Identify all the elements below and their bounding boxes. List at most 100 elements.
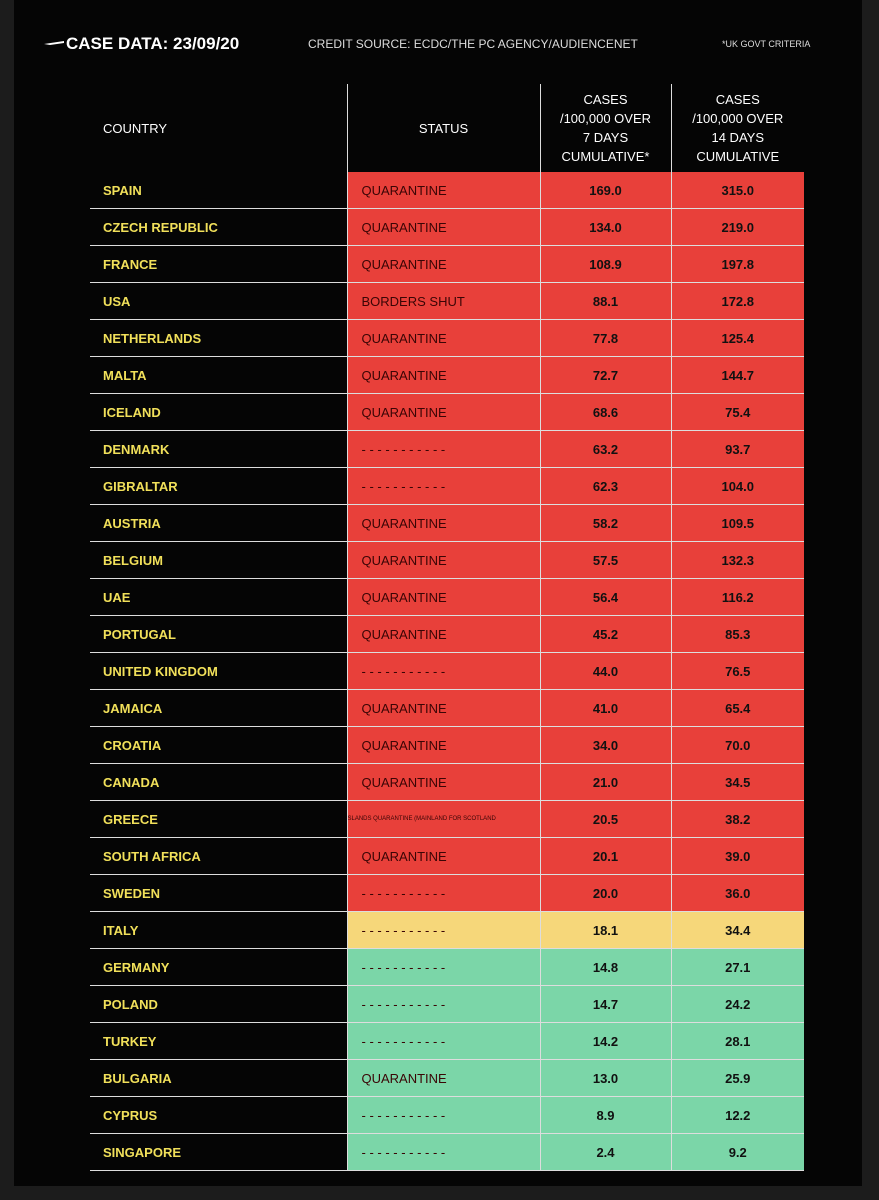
cases-14-day: 104.0 bbox=[670, 467, 804, 505]
status: QUARANTINE bbox=[346, 541, 540, 579]
country: TURKEY bbox=[90, 1022, 347, 1060]
country: GERMANY bbox=[90, 948, 347, 986]
table-row: TURKEY - - - - - - - - - - -14.2 28.1 bbox=[90, 1022, 804, 1060]
cases-7-day: 72.7 bbox=[539, 356, 671, 394]
cases-14-day: 38.2 bbox=[670, 800, 804, 838]
table-row: JAMAICA QUARANTINE 41.0 65.4 bbox=[90, 689, 804, 727]
status: QUARANTINE bbox=[346, 245, 540, 283]
cases-7-day: 21.0 bbox=[539, 763, 671, 801]
country: UNITED KINGDOM bbox=[90, 652, 347, 690]
status: QUARANTINE bbox=[346, 504, 540, 542]
cases-14-day: 315.0 bbox=[670, 172, 804, 209]
country: POLAND bbox=[90, 985, 347, 1023]
status: - - - - - - - - - - - bbox=[346, 1022, 540, 1060]
cases-14-day: 219.0 bbox=[670, 208, 804, 246]
cases-7-day: 8.9 bbox=[539, 1096, 671, 1134]
country: USA bbox=[90, 282, 347, 320]
cases-14-day: 116.2 bbox=[670, 578, 804, 616]
cases-7-day: 14.8 bbox=[539, 948, 671, 986]
header-row: COUNTRY STATUS CASES /100,000 OVER 7 DAYS … bbox=[90, 84, 804, 172]
cases-14-day: 197.8 bbox=[670, 245, 804, 283]
cases-7-day: 77.8 bbox=[539, 319, 671, 357]
cases-7-day: 34.0 bbox=[539, 726, 671, 764]
table-row: BELGIUM QUARANTINE 57.5 132.3 bbox=[90, 541, 804, 579]
country: JAMAICA bbox=[90, 689, 347, 727]
status: - - - - - - - - - - - bbox=[346, 985, 540, 1023]
cases-14-day: 25.9 bbox=[670, 1059, 804, 1097]
cases-7-day: 45.2 bbox=[539, 615, 671, 653]
cases-7-day: 68.6 bbox=[539, 393, 671, 431]
cases-7-day: 63.2 bbox=[539, 430, 671, 468]
country: CROATIA bbox=[90, 726, 347, 764]
column-header: STATUS bbox=[346, 84, 540, 172]
status: QUARANTINE bbox=[346, 319, 540, 357]
country: BELGIUM bbox=[90, 541, 347, 579]
status: QUARANTINE bbox=[346, 763, 540, 801]
status: QUARANTINE bbox=[346, 615, 540, 653]
table-row: AUSTRIA QUARANTINE 58.2 109.5 bbox=[90, 504, 804, 542]
cases-14-day: 34.4 bbox=[670, 911, 804, 949]
country: SINGAPORE bbox=[90, 1133, 347, 1171]
country: ITALY bbox=[90, 911, 347, 949]
country: SPAIN bbox=[90, 172, 347, 209]
cases-14-day: 27.1 bbox=[670, 948, 804, 986]
case-table: COUNTRY STATUS CASES /100,000 OVER 7 DAYS … bbox=[90, 84, 804, 1171]
table-row: CANADA QUARANTINE 21.0 34.5 bbox=[90, 763, 804, 801]
country: PORTUGAL bbox=[90, 615, 347, 653]
table-row: GREECE SLANDS QUARANTINE (MAINLAND FOR SC… bbox=[90, 800, 804, 838]
cases-14-day: 93.7 bbox=[670, 430, 804, 468]
cases-14-day: 85.3 bbox=[670, 615, 804, 653]
cases-14-day: 28.1 bbox=[670, 1022, 804, 1060]
country: ICELAND bbox=[90, 393, 347, 431]
country: GIBRALTAR bbox=[90, 467, 347, 505]
table-row: DENMARK - - - - - - - - - - -63.2 93.7 bbox=[90, 430, 804, 468]
country: CZECH REPUBLIC bbox=[90, 208, 347, 246]
cases-7-day: 20.0 bbox=[539, 874, 671, 912]
country: CANADA bbox=[90, 763, 347, 801]
cases-14-day: 125.4 bbox=[670, 319, 804, 357]
table-row: USA BORDERS SHUT 88.1 172.8 bbox=[90, 282, 804, 320]
table-row: SPAIN QUARANTINE 169.0 315.0 bbox=[90, 172, 804, 209]
status: QUARANTINE bbox=[346, 726, 540, 764]
country: SOUTH AFRICA bbox=[90, 837, 347, 875]
cases-14-day: 76.5 bbox=[670, 652, 804, 690]
column-header: CASES /100,000 OVER 7 DAYS CUMULATIVE* bbox=[539, 84, 671, 172]
table-row: GERMANY - - - - - - - - - - -14.8 27.1 bbox=[90, 948, 804, 986]
table-row: FRANCE QUARANTINE 108.9 197.8 bbox=[90, 245, 804, 283]
country: CYPRUS bbox=[90, 1096, 347, 1134]
table-row: NETHERLANDS QUARANTINE 77.8 125.4 bbox=[90, 319, 804, 357]
cases-7-day: 14.7 bbox=[539, 985, 671, 1023]
cases-7-day: 108.9 bbox=[539, 245, 671, 283]
status: - - - - - - - - - - - bbox=[346, 467, 540, 505]
status: - - - - - - - - - - - bbox=[346, 911, 540, 949]
cases-14-day: 36.0 bbox=[670, 874, 804, 912]
table-row: CROATIA QUARANTINE 34.0 70.0 bbox=[90, 726, 804, 764]
cases-7-day: 18.1 bbox=[539, 911, 671, 949]
title: CASE DATA: 23/09/20 bbox=[66, 34, 240, 53]
cases-14-day: 12.2 bbox=[670, 1096, 804, 1134]
table-row: SWEDEN - - - - - - - - - - -20.0 36.0 bbox=[90, 874, 804, 912]
cases-14-day: 65.4 bbox=[670, 689, 804, 727]
cases-7-day: 169.0 bbox=[539, 172, 671, 209]
cases-7-day: 134.0 bbox=[539, 208, 671, 246]
table-row: CZECH REPUBLIC QUARANTINE 134.0 219.0 bbox=[90, 208, 804, 246]
cases-7-day: 56.4 bbox=[539, 578, 671, 616]
credit: CREDIT SOURCE: ECDC/THE PC AGENCY/AUDIEN… bbox=[308, 37, 638, 51]
country: UAE bbox=[90, 578, 347, 616]
country: MALTA bbox=[90, 356, 347, 394]
cases-7-day: 20.5 bbox=[539, 800, 671, 838]
status: - - - - - - - - - - - bbox=[346, 652, 540, 690]
table-row: UNITED KINGDOM - - - - - - - - - - -44.0 7… bbox=[90, 652, 804, 690]
table-row: GIBRALTAR - - - - - - - - - - -62.3 104.0 bbox=[90, 467, 804, 505]
table-row: ITALY - - - - - - - - - - -18.1 34.4 bbox=[90, 911, 804, 949]
status: - - - - - - - - - - - bbox=[346, 1096, 540, 1134]
table-row: POLAND - - - - - - - - - - -14.7 24.2 bbox=[90, 985, 804, 1023]
cases-7-day: 14.2 bbox=[539, 1022, 671, 1060]
country: BULGARIA bbox=[90, 1059, 347, 1097]
table-row: SOUTH AFRICA QUARANTINE 20.1 39.0 bbox=[90, 837, 804, 875]
status: - - - - - - - - - - - bbox=[346, 430, 540, 468]
status: QUARANTINE bbox=[346, 172, 540, 209]
cases-7-day: 88.1 bbox=[539, 282, 671, 320]
cases-7-day: 44.0 bbox=[539, 652, 671, 690]
cases-7-day: 57.5 bbox=[539, 541, 671, 579]
